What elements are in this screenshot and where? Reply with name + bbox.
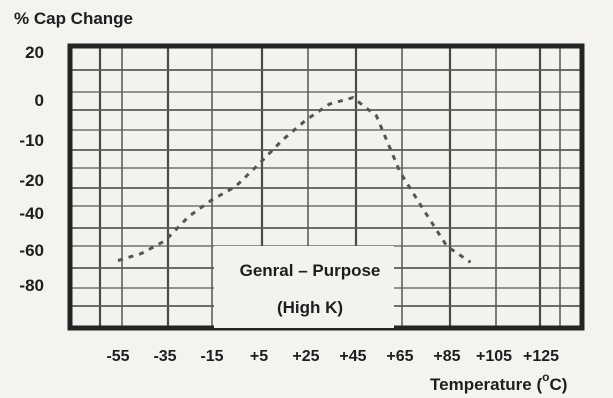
x-tick-label: -35: [153, 348, 176, 365]
y-tick-label: -60: [19, 241, 44, 260]
annotation-line-1: Genral – Purpose: [240, 261, 381, 280]
x-tick-label: +85: [433, 348, 460, 365]
x-tick-label: +25: [292, 348, 319, 365]
y-tick-label: -80: [19, 276, 44, 295]
x-tick-label: +45: [339, 348, 366, 365]
annotation-background: [214, 246, 394, 328]
x-tick-labels: -55 -35 -15 +5 +25 +45 +65 +85 +105 +125: [106, 348, 559, 365]
x-tick-label: +65: [386, 348, 413, 365]
annotation-line-2: (High K): [277, 298, 343, 317]
x-tick-label: -15: [200, 348, 223, 365]
x-axis-title: Temperature (oC): [430, 370, 567, 394]
y-tick-label: 20: [25, 43, 44, 62]
x-axis-title-main: Temperature (: [430, 375, 542, 394]
y-tick-label: -10: [19, 131, 44, 150]
y-tick-label: -20: [19, 171, 44, 190]
y-tick-label: -40: [19, 204, 44, 223]
y-axis-title: % Cap Change: [14, 9, 133, 28]
x-tick-label: +125: [523, 348, 559, 365]
x-tick-label: +5: [250, 348, 268, 365]
y-tick-label: 0: [35, 91, 44, 110]
vertical-gridlines: [98, 46, 561, 328]
x-tick-label: -55: [106, 348, 129, 365]
x-axis-title-tail: C): [549, 375, 567, 394]
y-tick-labels: 20 0 -10 -20 -40 -60 -80: [19, 43, 44, 295]
x-tick-label: +105: [476, 348, 512, 365]
x-axis-title-super: o: [542, 370, 549, 384]
series-line: [117, 95, 472, 264]
